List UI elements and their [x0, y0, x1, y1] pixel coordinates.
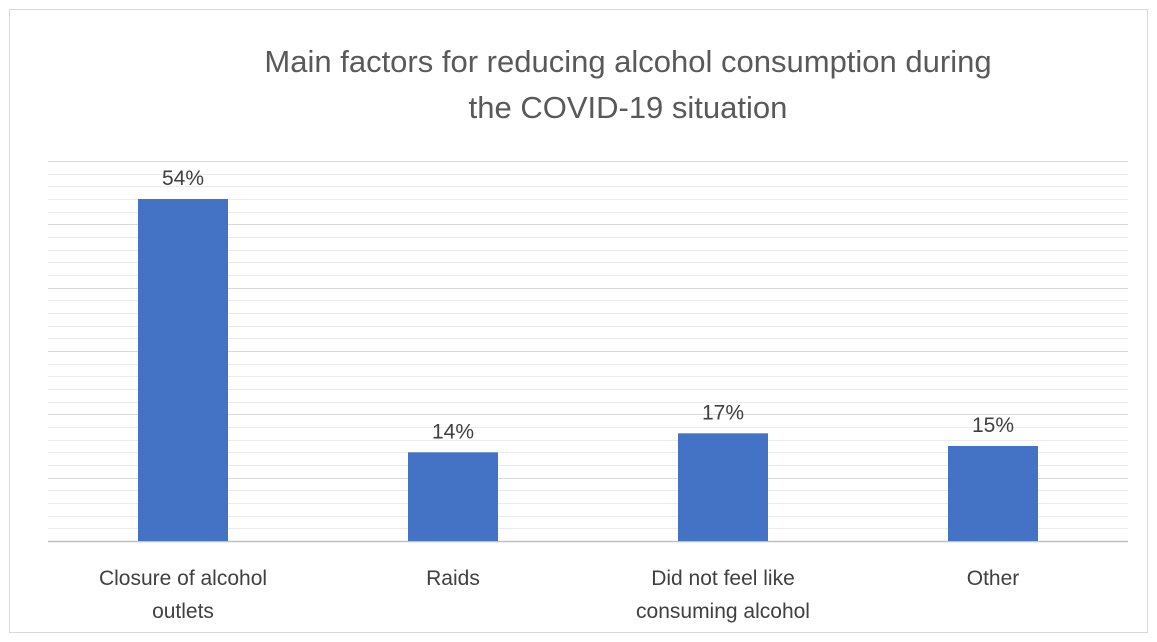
- category-label: outlets: [152, 600, 214, 623]
- category-labels: Closure of alcohol outlets Raids Did not fe…: [99, 567, 1019, 623]
- bar: [678, 433, 768, 541]
- bar: [138, 199, 228, 541]
- data-label: 54%: [162, 167, 204, 190]
- category-label: Raids: [426, 567, 480, 590]
- bar: [408, 452, 498, 541]
- category-label: consuming alcohol: [636, 600, 810, 623]
- bars: [138, 199, 1038, 541]
- data-label: 17%: [702, 401, 744, 424]
- chart-frame: Main factors for reducing alcohol consum…: [9, 9, 1148, 633]
- bar-chart: Main factors for reducing alcohol consum…: [48, 44, 1128, 623]
- data-label: 15%: [972, 414, 1014, 437]
- category-label: Closure of alcohol: [99, 567, 267, 590]
- data-label: 14%: [432, 420, 474, 443]
- data-labels: 54% 14% 17% 15%: [162, 167, 1014, 443]
- chart-title-line-2: the COVID-19 situation: [469, 90, 788, 125]
- chart-title-line-1: Main factors for reducing alcohol consum…: [264, 44, 991, 79]
- category-label: Other: [967, 567, 1020, 590]
- category-label: Did not feel like: [651, 567, 795, 590]
- bar: [948, 446, 1038, 541]
